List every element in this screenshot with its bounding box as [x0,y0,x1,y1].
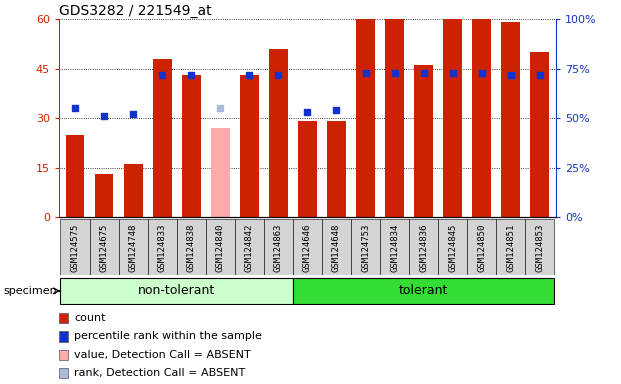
Text: GSM124834: GSM124834 [390,223,399,272]
Bar [89,219,119,275]
Point [332,107,342,113]
Bar [211,128,230,217]
Bar [409,219,438,275]
Bar [501,23,520,217]
Bar [94,174,114,217]
Text: value, Detection Call = ABSENT: value, Detection Call = ABSENT [74,350,251,360]
Bar [293,219,322,275]
Bar [59,331,68,342]
Text: GSM124840: GSM124840 [215,223,225,272]
Text: GSM124748: GSM124748 [129,223,138,272]
Point [302,109,312,115]
Text: GSM124853: GSM124853 [535,223,545,272]
Point [273,71,283,78]
Text: GSM124648: GSM124648 [332,223,341,272]
Point [535,71,545,78]
Bar [235,219,264,275]
Text: tolerant: tolerant [399,285,448,297]
Bar [380,219,409,275]
Point [215,105,225,111]
Bar [182,75,201,217]
Bar [472,19,491,217]
Text: count: count [74,313,106,323]
Text: GSM124675: GSM124675 [99,223,109,272]
Bar [438,219,467,275]
Text: GSM124845: GSM124845 [448,223,457,272]
Point [186,71,196,78]
Point [389,70,399,76]
Bar [496,219,525,275]
Bar [530,52,549,217]
Bar [60,219,89,275]
Text: percentile rank within the sample: percentile rank within the sample [74,331,262,341]
Bar [153,59,171,217]
Text: GSM124842: GSM124842 [245,223,254,272]
Text: GSM124646: GSM124646 [303,223,312,272]
Bar [327,121,346,217]
Bar [59,313,68,323]
Text: GSM124575: GSM124575 [70,223,79,272]
Bar [59,368,68,378]
Bar [176,219,206,275]
Bar [322,219,351,275]
Point [505,71,515,78]
Bar [124,164,143,217]
Text: GSM124851: GSM124851 [506,223,515,272]
Point [477,70,487,76]
Bar [298,121,317,217]
Text: non-tolerant: non-tolerant [138,285,215,297]
Bar [385,19,404,217]
Point [128,111,138,117]
Text: GSM124753: GSM124753 [361,223,370,272]
Point [157,71,167,78]
Text: specimen: specimen [3,286,57,296]
Point [70,105,80,111]
Text: GSM124850: GSM124850 [477,223,486,272]
Bar [148,219,176,275]
Text: GSM124833: GSM124833 [158,223,166,272]
Bar [467,219,496,275]
Point [244,71,254,78]
Text: rank, Detection Call = ABSENT: rank, Detection Call = ABSENT [74,368,245,378]
Bar [356,19,375,217]
Bar [60,278,293,304]
Bar [414,65,433,217]
Bar [119,219,148,275]
Point [448,70,458,76]
Text: GSM124836: GSM124836 [419,223,428,272]
Point [419,70,428,76]
Bar [293,278,555,304]
Text: GSM124863: GSM124863 [274,223,283,272]
Text: GDS3282 / 221549_at: GDS3282 / 221549_at [59,4,212,18]
Point [99,113,109,119]
Bar [59,349,68,360]
Bar [269,49,288,217]
Bar [525,219,555,275]
Bar [240,75,259,217]
Bar [351,219,380,275]
Text: GSM124838: GSM124838 [187,223,196,272]
Bar [66,134,84,217]
Bar [443,19,462,217]
Bar [264,219,293,275]
Point [361,70,371,76]
Bar [206,219,235,275]
